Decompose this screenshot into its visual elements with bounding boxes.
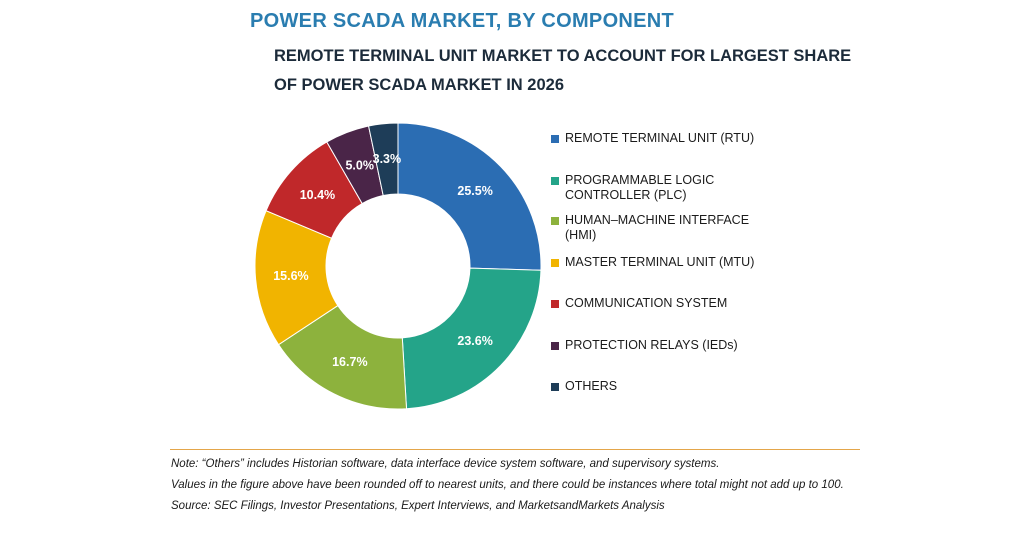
legend-label-others: OTHERS (565, 379, 618, 393)
data-label-rtu: 25.5% (457, 184, 492, 198)
data-label-plc: 23.6% (457, 334, 492, 348)
page-title: POWER SCADA MARKET, BY COMPONENT (250, 10, 675, 32)
legend-item-communication-system: COMMUNICATION SYSTEM (551, 296, 775, 311)
legend-item-mtu: MASTER TERMINAL UNIT (MTU) (551, 255, 775, 270)
legend-item-protection-relays: PROTECTION RELAYS (IEDs) (551, 338, 775, 353)
legend-label-protection-relays: PROTECTION RELAYS (IEDs) (565, 338, 738, 352)
notes: Note: “Others” includes Historian softwa… (171, 456, 931, 519)
legend-swatch-rtu (551, 135, 559, 143)
legend-label-communication-system: COMMUNICATION SYSTEM (565, 296, 728, 310)
data-label-protection-relays: 5.0% (345, 159, 374, 173)
legend-swatch-hmi (551, 217, 559, 225)
note-rounding: Values in the figure above have been rou… (171, 479, 844, 491)
header: POWER SCADA MARKET, BY COMPONENT (250, 10, 674, 33)
note-source: Source: SEC Filings, Investor Presentati… (171, 500, 665, 512)
data-label-hmi: 16.7% (332, 355, 367, 369)
legend-item-rtu: REMOTE TERMINAL UNIT (RTU) (551, 131, 775, 146)
legend-item-plc: PROGRAMMABLE LOGIC CONTROLLER (PLC) (551, 173, 715, 203)
legend-swatch-plc (551, 177, 559, 185)
slice-rtu (397, 122, 542, 271)
legend-swatch-others (551, 383, 559, 391)
legend-label-mtu: MASTER TERMINAL UNIT (MTU) (565, 255, 755, 269)
data-label-others: 3.3% (373, 152, 402, 166)
legend-swatch-protection-relays (551, 342, 559, 350)
slice-plc (401, 267, 542, 410)
data-label-communication-system: 10.4% (300, 188, 335, 202)
data-label-mtu: 15.6% (273, 269, 308, 283)
slice-hmi (277, 304, 408, 410)
donut-chart: 25.5% 23.6% 16.7% 15.6% 10.4% 5.0%3.3% (254, 122, 542, 410)
legend-item-others: OTHERS (551, 379, 775, 394)
legend-swatch-communication-system (551, 300, 559, 308)
legend-item-hmi: HUMAN–MACHINE INTERFACE (HMI) (551, 213, 775, 243)
chart-subtitle: REMOTE TERMINAL UNIT MARKET TO ACCOUNT F… (274, 47, 852, 94)
legend-label-plc: PROGRAMMABLE LOGIC CONTROLLER (PLC) (565, 173, 715, 202)
divider (170, 449, 860, 450)
legend-label-hmi: HUMAN–MACHINE INTERFACE (HMI) (565, 213, 750, 242)
legend-label-rtu: REMOTE TERMINAL UNIT (RTU) (565, 131, 755, 145)
legend-swatch-mtu (551, 259, 559, 267)
note-others: Note: “Others” includes Historian softwa… (171, 458, 720, 470)
slice-mtu (254, 210, 339, 346)
slice-others (367, 122, 399, 197)
